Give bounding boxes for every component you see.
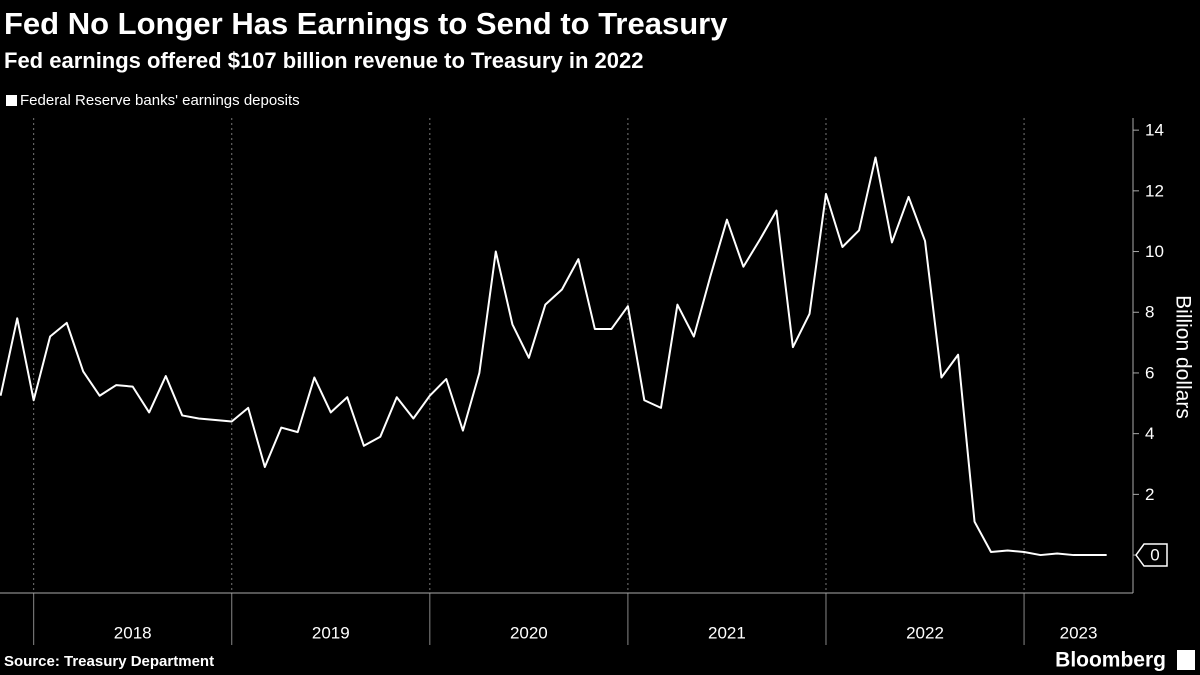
y-tick-label: 12 <box>1145 181 1164 200</box>
y-axis-label: Billion dollars <box>1171 295 1194 419</box>
y-tick-label: 2 <box>1145 485 1154 504</box>
legend-label: Federal Reserve banks' earnings deposits <box>20 92 300 109</box>
x-tick-label: 2020 <box>510 623 548 642</box>
y-tick-label: 8 <box>1145 303 1154 322</box>
line <box>0 156 1107 557</box>
source: Source: Treasury Department <box>4 653 214 670</box>
x-tick-label: 2018 <box>114 623 152 642</box>
y-tick-label: 6 <box>1145 363 1154 382</box>
brand-icon <box>1177 650 1195 670</box>
y-tick-label: 14 <box>1145 121 1164 140</box>
x-tick-label: 2023 <box>1060 623 1098 642</box>
chart-subtitle: Fed earnings offered $107 billion revenu… <box>4 48 643 73</box>
chart-title: Fed No Longer Has Earnings to Send to Tr… <box>4 6 728 41</box>
y-tick-label: 4 <box>1145 424 1154 443</box>
x-tick-label: 2022 <box>906 623 944 642</box>
legend-swatch <box>6 95 17 106</box>
y-tick-label: 10 <box>1145 242 1164 261</box>
brand: Bloomberg <box>1055 649 1166 672</box>
y-tick-label: 0 <box>1150 546 1159 565</box>
x-tick-label: 2019 <box>312 623 350 642</box>
value-callout <box>1135 543 1168 567</box>
x-tick-label: 2021 <box>708 623 746 642</box>
